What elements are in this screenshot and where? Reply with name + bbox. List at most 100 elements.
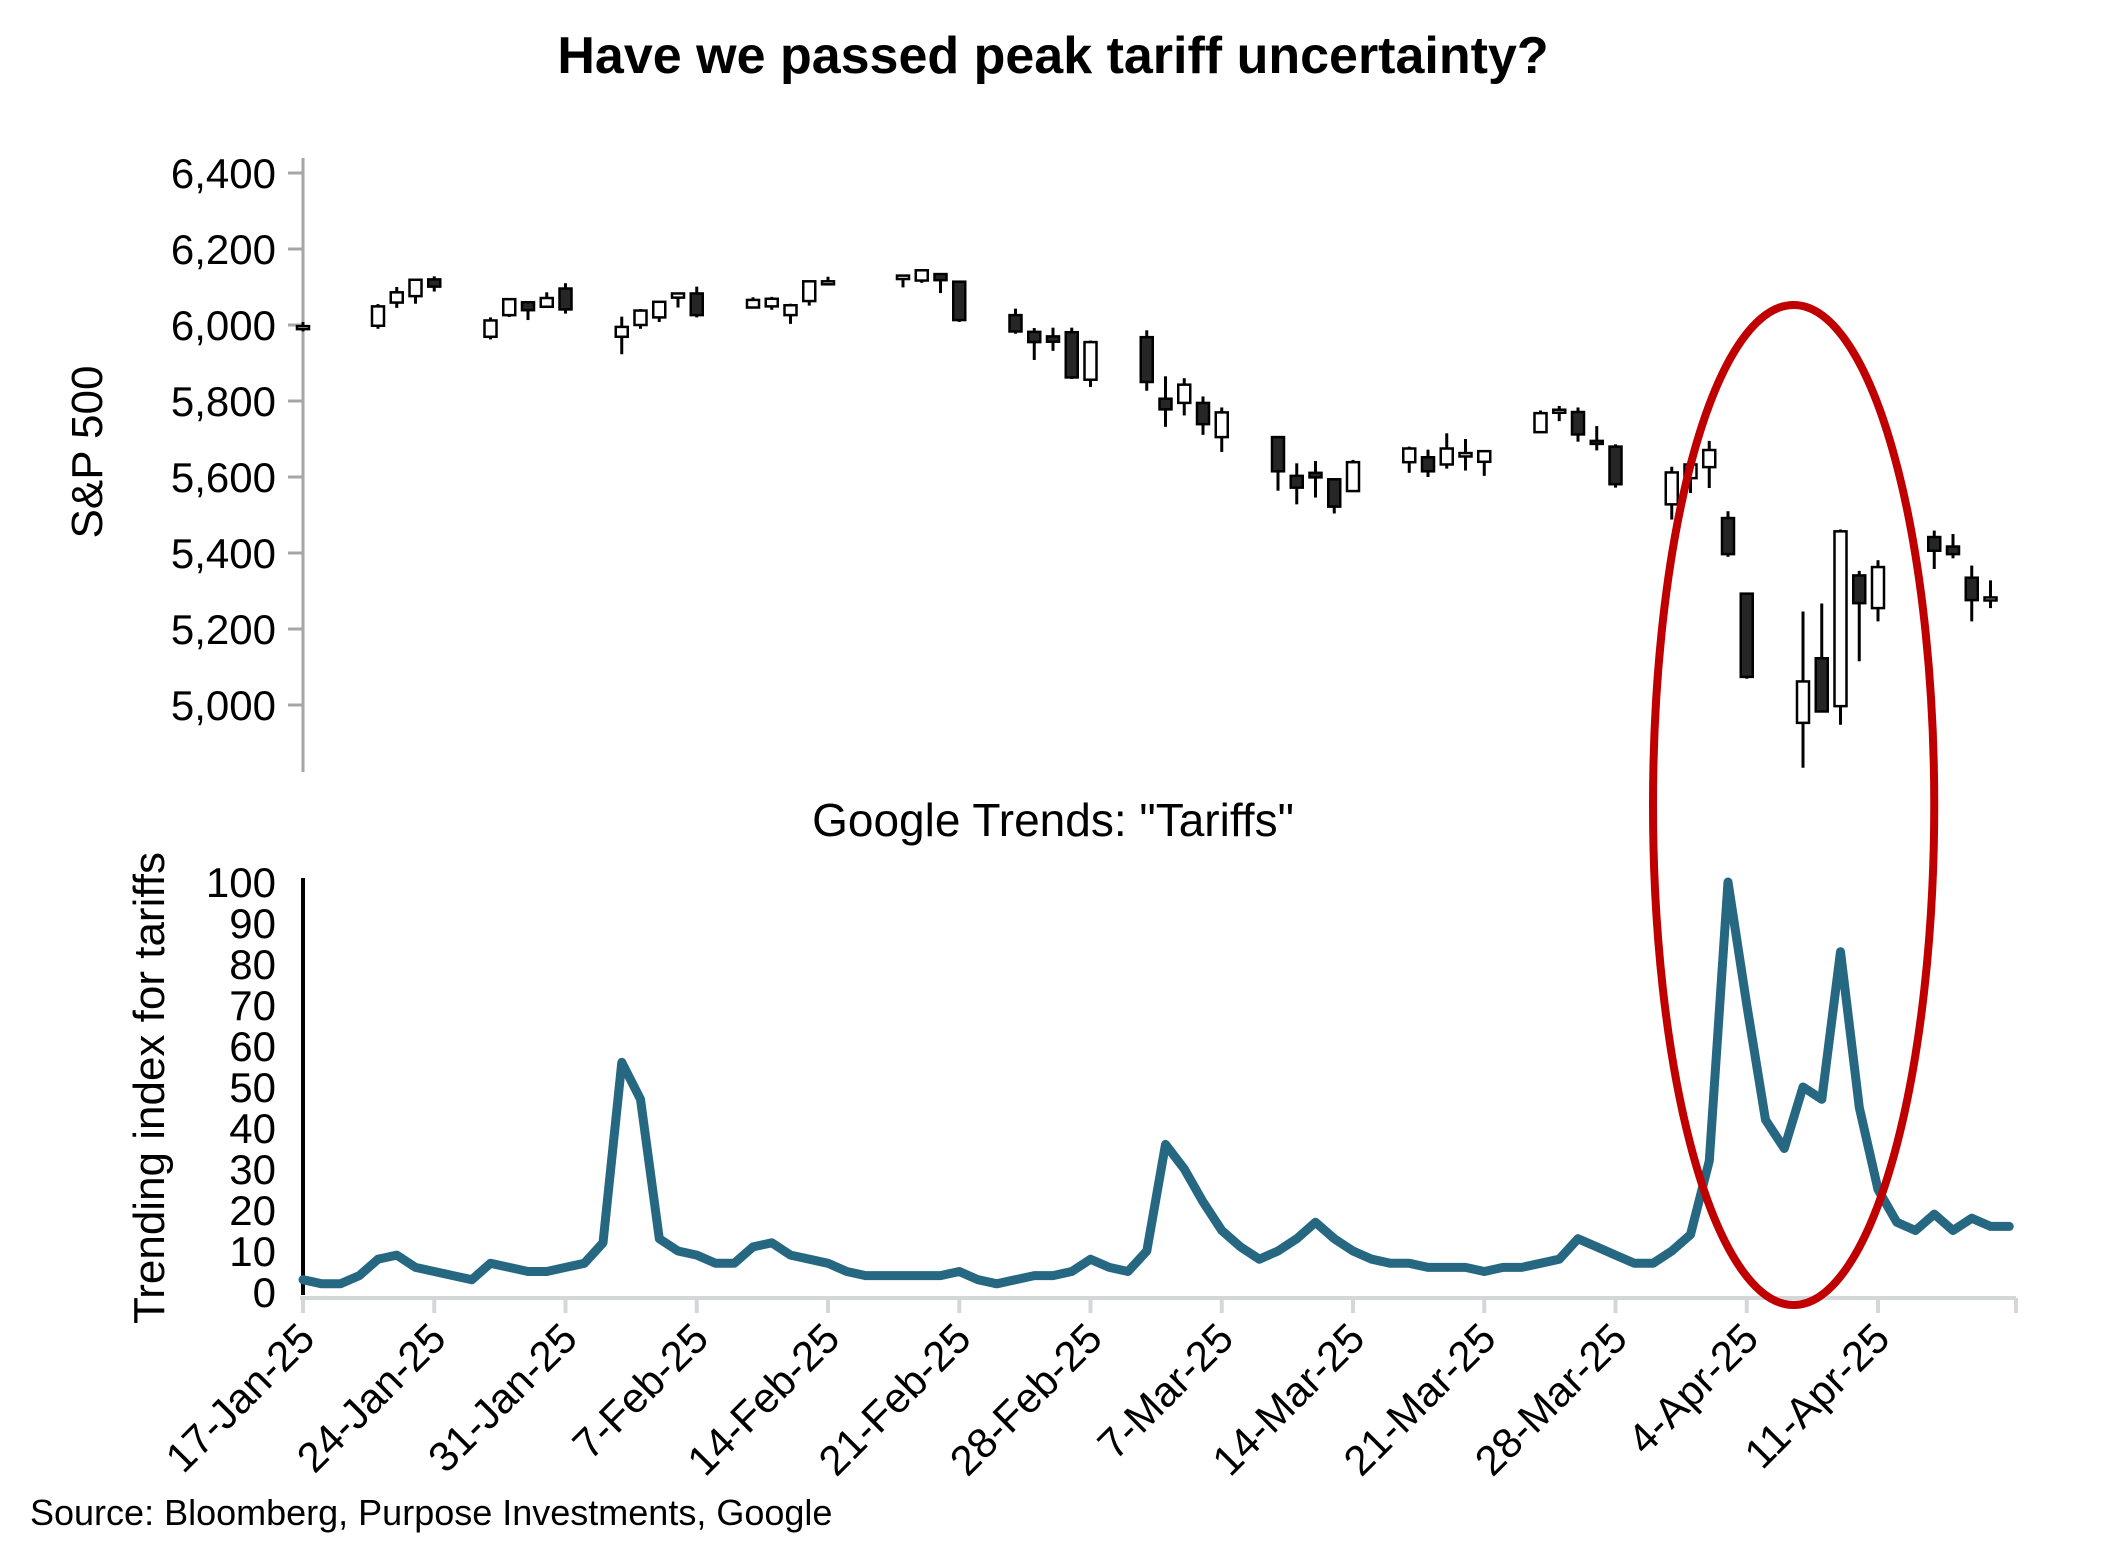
candle [745, 297, 761, 309]
candle [558, 283, 573, 314]
annotation-layer [1649, 301, 1939, 1309]
candle-body [520, 300, 536, 312]
candle [1795, 611, 1811, 768]
candle-body [1214, 411, 1229, 439]
candle [1570, 407, 1586, 442]
candle [1008, 308, 1023, 334]
candle-body [1608, 445, 1623, 486]
candle [1533, 410, 1548, 434]
trends-panel-title: Google Trends: "Tariffs" [812, 794, 1294, 846]
y-tick-label: 90 [229, 900, 276, 947]
candle-body [1139, 335, 1154, 384]
candle-body [1720, 516, 1736, 556]
candle [1664, 466, 1679, 520]
candle-body [408, 278, 423, 298]
candle-body [1945, 545, 1961, 556]
trends-line [298, 877, 2014, 1289]
candle [539, 292, 554, 309]
y-tick-label: 5,400 [171, 530, 276, 577]
y-tick-label: 5,600 [171, 454, 276, 501]
y-tick-label: 6,000 [171, 302, 276, 349]
candle [1833, 529, 1848, 725]
candle [1027, 328, 1042, 360]
candle [1608, 444, 1623, 488]
candle [1270, 435, 1286, 491]
candle [1870, 560, 1886, 622]
candle [1702, 440, 1717, 489]
candle-body [1533, 411, 1548, 434]
candle [952, 280, 967, 322]
candle-body [427, 278, 442, 288]
trends-line-series [298, 877, 2014, 1289]
candle [802, 280, 817, 306]
candle-body [1552, 408, 1567, 414]
candle [1945, 534, 1961, 559]
candle [1439, 433, 1454, 469]
candle-body [502, 297, 517, 317]
y-tick-label: 40 [229, 1105, 276, 1152]
candle [689, 286, 704, 318]
candle-body [689, 292, 704, 317]
y-tick-label: 5,200 [171, 606, 276, 653]
candle-body [1983, 596, 1998, 602]
candle-body [1589, 439, 1604, 446]
candle-body [783, 303, 798, 317]
candle [1214, 407, 1229, 452]
candle [1458, 439, 1473, 471]
page-title: Have we passed peak tariff uncertainty? [557, 27, 1549, 85]
candle-body [1852, 574, 1867, 605]
y-tick-label: 5,800 [171, 378, 276, 425]
candle [1739, 592, 1754, 679]
candlestick-series [295, 269, 1998, 768]
candle-body [1927, 535, 1942, 552]
candle [1139, 330, 1154, 391]
candle [1927, 530, 1942, 569]
candle-body [1964, 576, 1979, 602]
y-tick-label: 6,400 [171, 150, 276, 197]
y-tick-label: 70 [229, 982, 276, 1029]
candle-body [895, 274, 911, 281]
candle-body [1195, 401, 1211, 426]
candle-body [1027, 330, 1042, 344]
candle [783, 303, 798, 324]
candle-body [1327, 478, 1342, 508]
candle-body [1270, 435, 1286, 473]
candle [820, 276, 836, 286]
candle [1983, 580, 1998, 609]
candle [1814, 603, 1829, 713]
candle [1589, 426, 1604, 451]
y-tick-label: 60 [229, 1023, 276, 1070]
candle [895, 274, 911, 288]
candle [933, 272, 948, 294]
candle [1158, 376, 1173, 427]
candle [295, 321, 311, 332]
candle-body [914, 269, 929, 282]
candle-body [933, 272, 948, 282]
candle [1720, 511, 1736, 557]
candle [1327, 478, 1342, 514]
candle-body [633, 309, 648, 327]
candle-body [370, 305, 386, 328]
candle-body [1458, 451, 1473, 458]
candle-body [820, 280, 836, 286]
candle-body [1083, 340, 1098, 381]
candle [1289, 463, 1304, 505]
candle-body [764, 297, 779, 308]
candle-body [1158, 397, 1173, 411]
candle [1420, 449, 1436, 477]
candle-body [1477, 449, 1492, 464]
candle [1195, 396, 1211, 435]
candle [502, 297, 517, 318]
sp500-y-axis: 6,400 6,200 6,000 5,800 5,600 5,400 5,200 5,000 [171, 150, 305, 772]
candle [483, 317, 498, 340]
candle-body [1870, 565, 1886, 610]
candle [427, 276, 442, 292]
candle-body [389, 291, 404, 304]
candle-body [1664, 471, 1679, 506]
candle-body [539, 296, 554, 309]
candle [389, 287, 404, 308]
candle [1083, 340, 1098, 387]
candle [1177, 378, 1192, 416]
